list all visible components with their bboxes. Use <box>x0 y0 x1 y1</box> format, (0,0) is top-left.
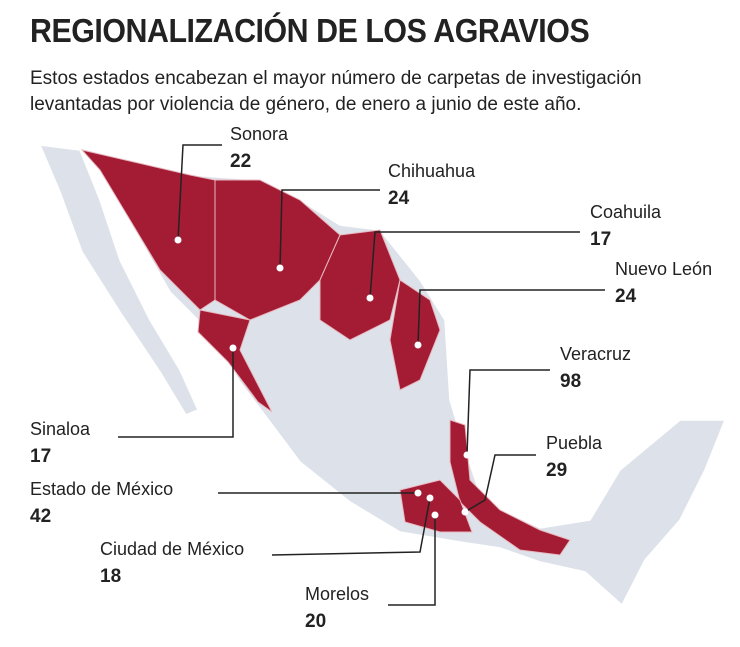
state-value: 17 <box>590 229 611 250</box>
state-name: Puebla <box>546 433 603 453</box>
state-dot <box>174 236 182 244</box>
state-dot <box>426 494 434 502</box>
state-name: Coahuila <box>590 202 662 222</box>
nuevo-leon-area <box>389 279 441 391</box>
leader-line <box>118 348 234 438</box>
state-dot <box>276 264 284 272</box>
state-name: Estado de México <box>30 479 173 499</box>
leader-line <box>417 289 605 346</box>
state-value: 24 <box>615 286 637 307</box>
state-dot <box>463 451 471 459</box>
baja-california <box>38 144 200 416</box>
state-dot <box>229 344 237 352</box>
state-name: Ciudad de México <box>100 539 244 559</box>
state-value: 29 <box>546 460 567 481</box>
leader-line <box>369 231 580 299</box>
state-name: Chihuahua <box>388 161 476 181</box>
title: REGIONALIZACIÓN DE LOS AGRAVIOS <box>30 12 590 49</box>
leader-line <box>177 144 222 241</box>
state-dot <box>461 508 469 516</box>
subtitle: Estos estados encabezan el mayor número … <box>30 68 642 115</box>
state-value: 18 <box>100 566 121 587</box>
leader-line <box>271 497 431 556</box>
state-value: 17 <box>30 446 51 467</box>
coahuila-area <box>319 229 401 341</box>
state-name: Nuevo León <box>615 259 712 279</box>
state-value: 98 <box>560 371 581 392</box>
state-name: Sonora <box>230 124 289 144</box>
leader-line <box>388 515 436 606</box>
state-dot <box>366 294 374 302</box>
state-value: 20 <box>305 611 326 632</box>
state-name: Sinaloa <box>30 419 91 439</box>
leader-line <box>279 189 380 269</box>
state-value: 42 <box>30 506 51 527</box>
highlighted-states <box>80 149 571 556</box>
state-dot <box>414 341 422 349</box>
state-dot <box>414 489 422 497</box>
state-value: 24 <box>388 188 410 209</box>
state-dot <box>431 511 439 519</box>
state-value: 22 <box>230 151 251 172</box>
leader-line <box>466 369 550 456</box>
state-name: Veracruz <box>560 344 631 364</box>
leader-line <box>464 454 536 513</box>
state-name: Morelos <box>305 584 369 604</box>
sinaloa-area <box>197 309 273 413</box>
veracruz-area <box>449 419 571 556</box>
